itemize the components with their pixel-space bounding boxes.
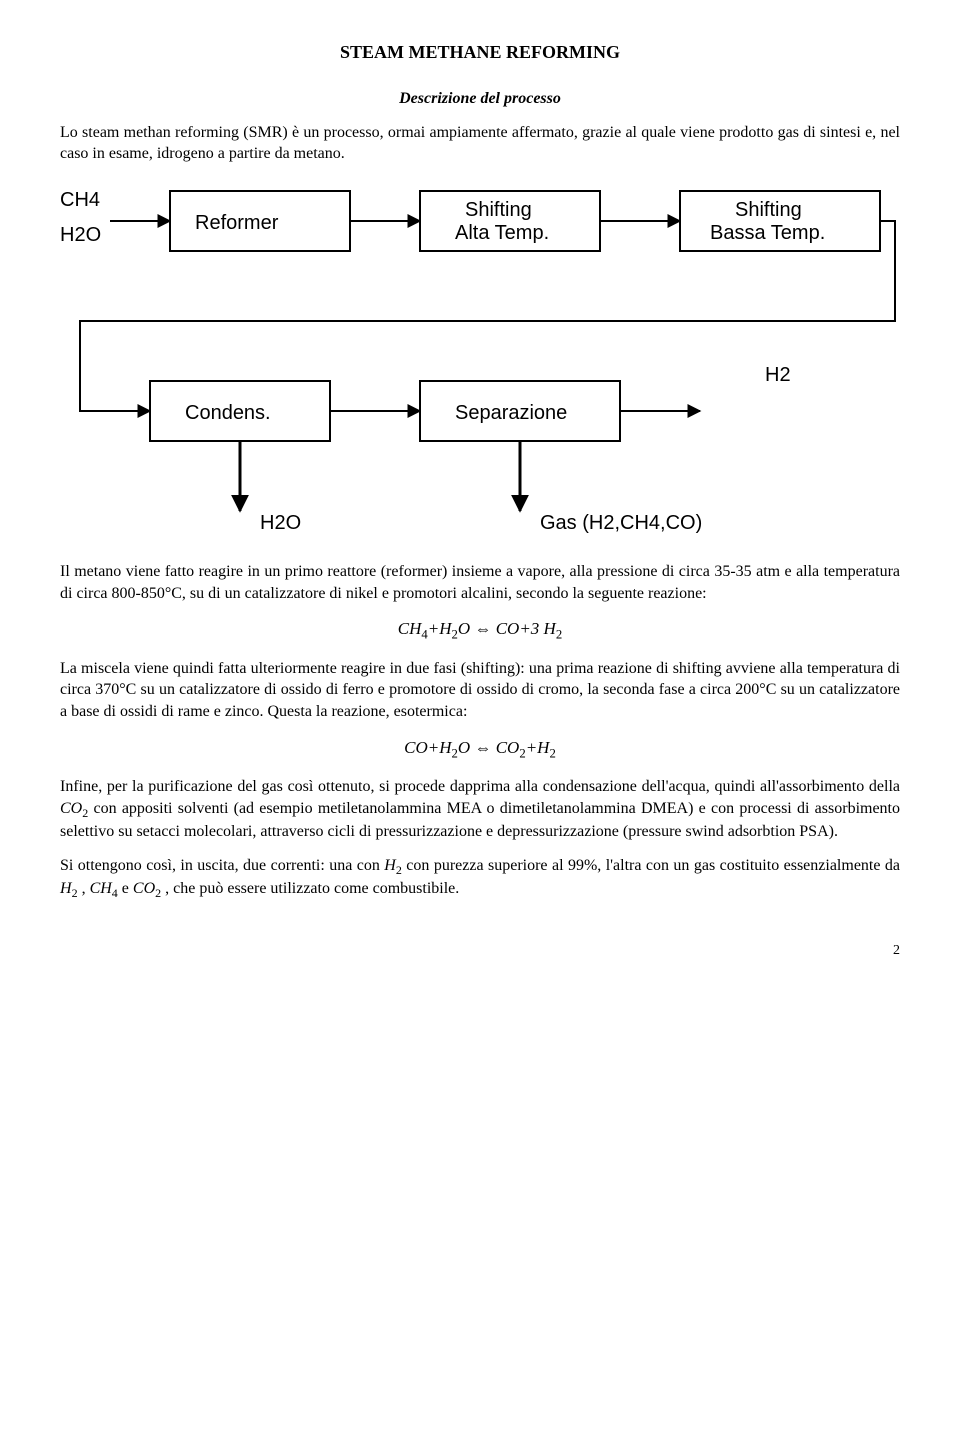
intro-paragraph: Lo steam methan reforming (SMR) è un pro… <box>60 122 900 165</box>
section-subtitle: Descrizione del processo <box>60 88 900 110</box>
eq1-plus-h: +H <box>428 619 452 638</box>
equation-2: CO+H2O ⇔ CO2+H2 <box>60 737 900 763</box>
output-h2-label: H2 <box>765 364 791 386</box>
inline-co2-base: CO <box>60 800 82 817</box>
inline-h2-a: H2 <box>384 857 402 874</box>
inline-h2-b: H2 <box>60 880 78 897</box>
paragraph-2-text: Il metano viene fatto reagire in un prim… <box>60 563 900 602</box>
intro-text: Lo steam methan reforming (SMR) è un pro… <box>60 124 900 163</box>
inline-co2-b-sub: 2 <box>155 886 161 900</box>
eq1-o: O <box>458 619 470 638</box>
paragraph-5e: , che può essere utilizzato come combust… <box>165 880 459 897</box>
eq2-plus: +H <box>526 738 550 757</box>
box-shift-lo-line2: Bassa Temp. <box>710 222 825 244</box>
input-h2o-label: H2O <box>60 224 101 246</box>
box-shift-hi-line1: Shifting <box>465 199 532 221</box>
paragraph-5b: con purezza superiore al 99%, l'altra co… <box>406 857 900 874</box>
eq2-o: O <box>458 738 470 757</box>
inline-ch4: CH4 <box>90 880 118 897</box>
inline-ch4-sub: 4 <box>112 886 118 900</box>
box-shift-lo-line1: Shifting <box>735 199 802 221</box>
eq2-arrow: ⇔ <box>474 738 491 757</box>
paragraph-3-text: La miscela viene quindi fatta ulteriorme… <box>60 660 900 720</box>
paragraph-5d: e <box>122 880 133 897</box>
output-h2o-label: H2O <box>260 512 301 534</box>
inline-h2-a-base: H <box>384 857 396 874</box>
page-title: STEAM METHANE REFORMING <box>60 40 900 64</box>
eq1-rhs-sub: 2 <box>556 628 562 642</box>
paragraph-5a: Si ottengono così, in uscita, due corren… <box>60 857 384 874</box>
inline-h2-b-sub: 2 <box>72 886 78 900</box>
inline-co2-sub: 2 <box>82 806 88 820</box>
paragraph-5: Si ottengono così, in uscita, due corren… <box>60 855 900 902</box>
box-shift-hi-line2: Alta Temp. <box>455 222 549 244</box>
inline-co2: CO2 <box>60 800 88 817</box>
eq2-lhs: CO+H <box>404 738 451 757</box>
paragraph-3: La miscela viene quindi fatta ulteriorme… <box>60 658 900 723</box>
equation-1: CH4+H2O ⇔ CO+3 H2 <box>60 618 900 644</box>
inline-co2-b-base: CO <box>133 880 155 897</box>
paragraph-2: Il metano viene fatto reagire in un prim… <box>60 561 900 604</box>
inline-h2-a-sub: 2 <box>396 863 402 877</box>
box-condens-label: Condens. <box>185 402 271 424</box>
inline-co2-b: CO2 <box>133 880 161 897</box>
eq1-rhs: CO+3 H <box>496 619 556 638</box>
process-flowchart: CH4 H2O Reformer Shifting Alta Temp. Shi… <box>60 181 900 541</box>
output-gas-label: Gas (H2,CH4,CO) <box>540 512 702 534</box>
input-ch4-label: CH4 <box>60 189 100 211</box>
box-reformer-label: Reformer <box>195 212 279 234</box>
eq2-plus-sub: 2 <box>549 746 555 760</box>
page-number: 2 <box>60 942 900 961</box>
eq1-ch: CH <box>398 619 422 638</box>
paragraph-4: Infine, per la purificazione del gas cos… <box>60 776 900 843</box>
eq2-rhs1: CO <box>496 738 520 757</box>
inline-ch4-base: CH <box>90 880 112 897</box>
paragraph-4b: con appositi solventi (ad esempio metile… <box>60 800 900 840</box>
eq1-arrow: ⇔ <box>474 619 491 638</box>
box-separ-label: Separazione <box>455 402 567 424</box>
inline-h2-b-base: H <box>60 880 72 897</box>
paragraph-4a: Infine, per la purificazione del gas cos… <box>60 778 900 795</box>
paragraph-5c: , <box>82 880 90 897</box>
